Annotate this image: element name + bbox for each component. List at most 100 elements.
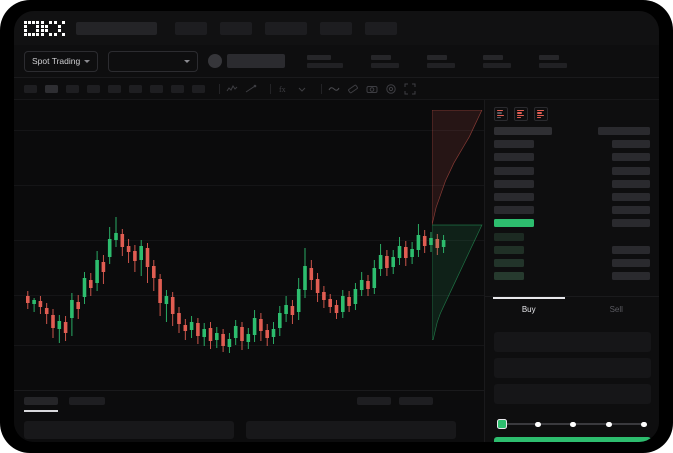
timeframe-1w[interactable] (171, 84, 184, 93)
percent-slider[interactable] (497, 418, 649, 430)
chart-gridline-1 (14, 185, 484, 186)
fullscreen-icon[interactable] (404, 83, 416, 95)
slider-node-75[interactable] (606, 421, 612, 427)
orderbook-price-cell (494, 166, 534, 175)
orderbook-price-cell (494, 245, 524, 254)
timeframe-more[interactable] (192, 84, 205, 93)
wave-icon[interactable] (328, 83, 340, 95)
orderbook-price-cell (494, 153, 534, 162)
slider-handle[interactable] (497, 419, 507, 429)
trade-tab-buy[interactable]: Buy (485, 297, 573, 322)
chart-gridline-2 (14, 240, 484, 241)
orderbook-price-cell (494, 232, 524, 241)
settings-icon[interactable] (385, 83, 397, 95)
indicator-icon[interactable] (226, 83, 238, 95)
slider-node-50[interactable] (570, 421, 576, 427)
camera-icon[interactable] (366, 83, 378, 95)
pair-display[interactable] (208, 54, 307, 68)
orderbook-size-cell (612, 166, 650, 175)
orderbook-size-cell (612, 272, 650, 281)
orderbook-rows[interactable] (485, 127, 659, 282)
orderbook-price-cell (494, 258, 524, 267)
nav-item-3[interactable] (265, 21, 307, 35)
orderbook-view-bids[interactable] (514, 107, 528, 121)
trade-form-tabs: Buy Sell (485, 296, 659, 322)
orderbook-size-cell (598, 127, 650, 135)
order-type-field[interactable] (494, 332, 651, 352)
orderbook-ask-row[interactable] (494, 153, 650, 163)
trading-mode-label: Spot Trading (32, 56, 81, 66)
timeframe-30m[interactable] (87, 84, 100, 93)
trade-tab-sell[interactable]: Sell (609, 305, 623, 314)
orderbook-bid-row[interactable] (494, 258, 650, 269)
stat-last-price (307, 54, 344, 68)
chart-action-1[interactable] (357, 397, 391, 405)
chart-tab-orders[interactable] (24, 397, 58, 405)
chart-toolbar: fx (14, 78, 659, 100)
logo-letter-k (41, 20, 52, 36)
chart-gridline-4 (14, 345, 484, 346)
toolbar-divider (270, 83, 271, 94)
slider-node-25[interactable] (535, 421, 541, 427)
orderbook-bid-row[interactable] (494, 272, 650, 282)
orderbook-size-cell (612, 258, 650, 267)
volume-series (14, 308, 484, 344)
ruler-icon[interactable] (347, 83, 359, 95)
orderbook-ask-row[interactable] (494, 192, 650, 203)
orderbook-ask-row[interactable] (494, 206, 650, 216)
orderbook-price-cell (494, 206, 534, 215)
orderbook-size-cell (612, 206, 650, 215)
orderbook-bid-row[interactable] (494, 245, 650, 256)
orderbook-price-cell (494, 272, 524, 281)
orderbook-price-cell (494, 192, 534, 201)
submit-order-button[interactable] (494, 437, 651, 442)
orderbook-size-cell (612, 192, 650, 201)
timeframe-1d[interactable] (150, 84, 163, 93)
market-subheader: Spot Trading (14, 45, 659, 78)
timeframe-1m[interactable] (24, 84, 37, 93)
slider-node-100[interactable] (641, 421, 647, 427)
orderbook-size-cell (612, 179, 650, 188)
chevron-down-icon (84, 59, 91, 63)
orderbook-ask-row[interactable] (494, 166, 650, 177)
global-search-input[interactable] (76, 21, 157, 35)
trading-pair-selector[interactable] (108, 50, 199, 72)
price-field[interactable] (494, 358, 651, 378)
nav-item-1[interactable] (175, 21, 207, 35)
timeframe-15m[interactable] (66, 84, 79, 93)
orderbook-size-cell (612, 219, 650, 228)
chevron-down-icon[interactable] (296, 83, 308, 95)
chevron-down-icon (184, 59, 191, 63)
trendline-icon[interactable] (245, 83, 257, 95)
chart-gridline-0 (14, 130, 484, 131)
timeframe-4h[interactable] (129, 84, 142, 93)
toolbar-divider (321, 83, 322, 94)
trading-mode-selector[interactable]: Spot Trading (24, 50, 99, 72)
orderbook-bid-row[interactable] (494, 232, 650, 243)
timeframe-5m[interactable] (45, 84, 58, 93)
orderbook-ask-row[interactable] (494, 179, 650, 190)
orderbook-view-asks[interactable] (534, 107, 548, 121)
orderbook-view-both[interactable] (494, 107, 508, 121)
chart-action-2[interactable] (399, 397, 433, 405)
orderbook-header-row[interactable] (494, 127, 650, 137)
orderbook-size-cell (612, 245, 650, 254)
nav-item-4[interactable] (320, 21, 352, 35)
chart-gridline-3 (14, 295, 484, 296)
nav-item-5[interactable] (365, 21, 397, 35)
amount-field[interactable] (494, 384, 651, 404)
stat-24h-high (427, 54, 456, 68)
text-icon[interactable]: fx (277, 83, 289, 95)
orderbook-last-price-row[interactable] (494, 219, 650, 229)
stat-24h-volume (539, 54, 568, 68)
orderbook-ask-row[interactable] (494, 140, 650, 150)
orderbook-price-cell (494, 140, 534, 149)
nav-item-2[interactable] (220, 21, 252, 35)
okx-logo[interactable] (24, 20, 65, 36)
chart-tab-positions[interactable] (69, 397, 105, 405)
stat-24h-change (371, 54, 400, 68)
timeframe-1h[interactable] (108, 84, 121, 93)
candlestick-chart[interactable] (14, 100, 484, 390)
orderbook-size-cell (612, 153, 650, 162)
